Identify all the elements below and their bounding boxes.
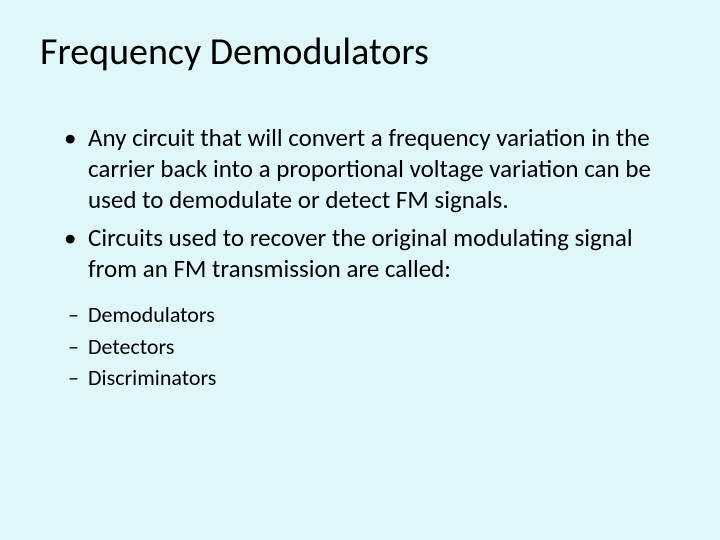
sub-item: Discriminators	[68, 363, 680, 393]
sub-item: Detectors	[68, 332, 680, 362]
slide-title: Frequency Demodulators	[40, 32, 680, 74]
bullet-item: Any circuit that will convert a frequenc…	[64, 122, 680, 216]
bullet-list: Any circuit that will convert a frequenc…	[40, 122, 680, 284]
sub-item: Demodulators	[68, 300, 680, 330]
slide-container: Frequency Demodulators Any circuit that …	[0, 0, 720, 540]
sub-list: Demodulators Detectors Discriminators	[40, 300, 680, 393]
bullet-item: Circuits used to recover the original mo…	[64, 222, 680, 285]
